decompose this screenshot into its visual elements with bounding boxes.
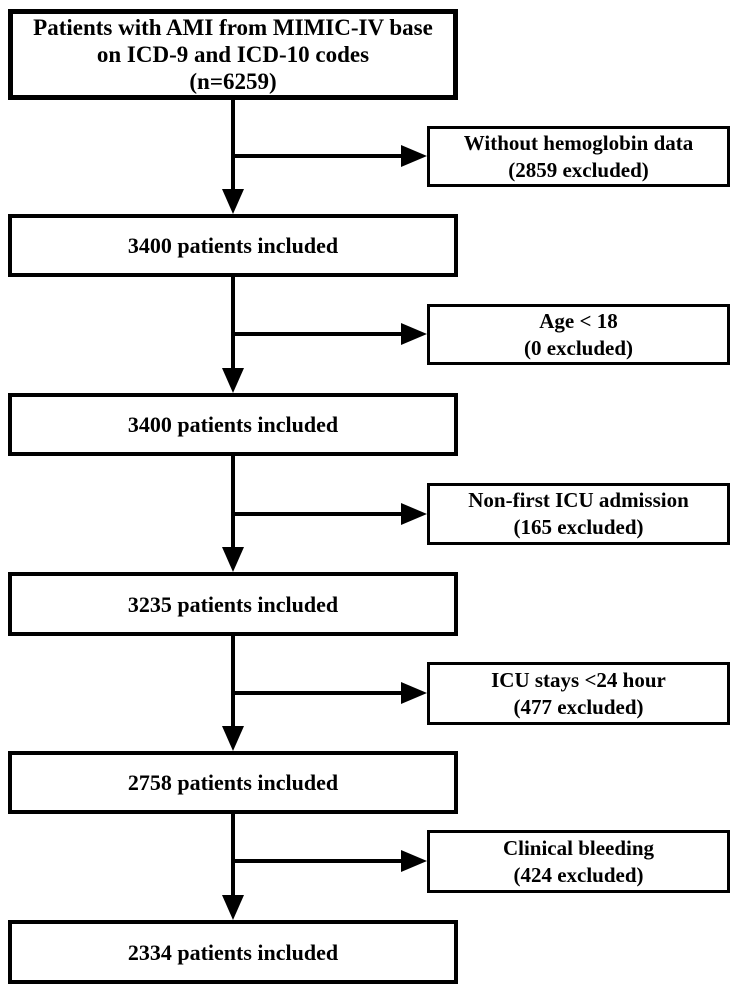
- arrow-down-1: [222, 99, 244, 214]
- arrow-down-5: [222, 814, 244, 920]
- initial-cohort-line-2: on ICD-9 and ICD-10 codes: [96, 42, 370, 67]
- flowchart-box-initial-cohort: Patients with AMI from MIMIC-IV base on …: [8, 9, 458, 100]
- flowchart-box-exclusion-icu-stay: ICU stays <24 hour (477 excluded): [427, 662, 730, 725]
- flowchart-box-exclusion-bleeding: Clinical bleeding (424 excluded): [427, 830, 730, 893]
- arrow-right-exclusion-5: [233, 850, 427, 872]
- flowchart-box-step-4: 2758 patients included: [8, 751, 458, 814]
- flowchart-box-exclusion-non-first-icu: Non-first ICU admission (165 excluded): [427, 483, 730, 545]
- flowchart-box-step-3: 3235 patients included: [8, 572, 458, 636]
- arrow-down-2: [222, 277, 244, 393]
- exclusion-count: (2859 excluded): [508, 157, 649, 182]
- step-label: 3400 patients included: [127, 412, 339, 437]
- exclusion-reason: Non-first ICU admission: [468, 488, 689, 512]
- exclusion-reason: ICU stays <24 hour: [491, 667, 666, 692]
- step-label: 2334 patients included: [127, 939, 339, 965]
- arrow-right-exclusion-2: [233, 323, 427, 345]
- arrow-right-exclusion-1: [233, 145, 427, 167]
- step-label: 3235 patients included: [127, 591, 339, 617]
- flowchart-box-exclusion-hemoglobin: Without hemoglobin data (2859 excluded): [427, 126, 730, 187]
- exclusion-reason: Without hemoglobin data: [463, 130, 694, 155]
- step-label: 2758 patients included: [127, 770, 339, 795]
- exclusion-count: (424 excluded): [513, 862, 644, 887]
- flowchart-box-step-1: 3400 patients included: [8, 214, 458, 277]
- arrow-down-3: [222, 456, 244, 572]
- flowchart-box-exclusion-age: Age < 18 (0 excluded): [427, 304, 730, 365]
- initial-cohort-line-3: (n=6259): [189, 69, 277, 94]
- exclusion-reason: Clinical bleeding: [502, 835, 655, 860]
- exclusion-reason: Age < 18: [539, 308, 618, 333]
- flowchart-box-final-cohort: 2334 patients included: [8, 920, 458, 984]
- exclusion-count: (165 excluded): [513, 515, 644, 539]
- arrow-down-4: [222, 636, 244, 751]
- step-label: 3400 patients included: [127, 233, 339, 258]
- flowchart-box-step-2: 3400 patients included: [8, 393, 458, 456]
- initial-cohort-line-1: Patients with AMI from MIMIC-IV base: [33, 15, 433, 40]
- arrow-right-exclusion-4: [233, 682, 427, 704]
- arrow-right-exclusion-3: [233, 503, 427, 525]
- exclusion-count: (0 excluded): [523, 335, 634, 360]
- exclusion-count: (477 excluded): [513, 694, 644, 719]
